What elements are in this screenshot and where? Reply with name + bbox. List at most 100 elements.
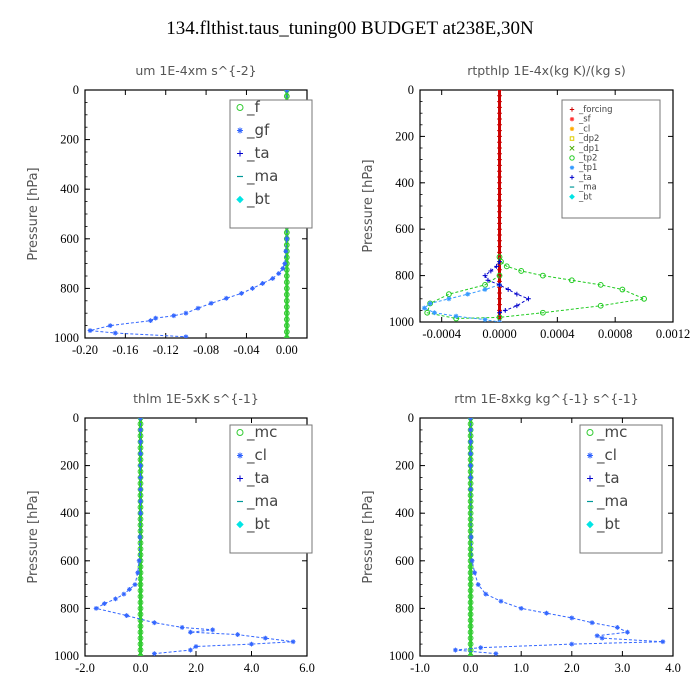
marker-point: [283, 310, 290, 317]
marker-point: [137, 653, 144, 656]
x-tick-label: 2.0: [564, 661, 580, 675]
marker-point: [569, 155, 575, 161]
data-area: [453, 418, 666, 656]
x-tick-label: 4.0: [244, 661, 260, 675]
marker-point: [468, 439, 473, 445]
legend-entry: _ta: [246, 144, 270, 163]
marker-point: [472, 570, 478, 576]
marker-point: [237, 127, 243, 134]
marker-point: [135, 570, 141, 576]
marker-point: [137, 641, 144, 647]
legend: _f _gf _ta _ma _bt: [229, 98, 313, 229]
series-cl: [453, 418, 666, 656]
marker-point: [497, 128, 502, 133]
marker-point: [526, 296, 531, 302]
marker-point: [137, 421, 144, 427]
legend: _mc _cl _ta _ma _bt: [229, 423, 313, 554]
y-tick-label: 200: [395, 459, 414, 473]
marker-point: [137, 593, 144, 600]
marker-point: [497, 319, 502, 322]
marker-point: [138, 463, 143, 468]
marker-point: [467, 647, 474, 653]
y-tick-label: 600: [395, 222, 414, 236]
x-tick-label: -0.0004: [422, 327, 461, 341]
marker-point: [283, 304, 290, 310]
marker-point: [236, 520, 244, 529]
marker-point: [465, 291, 471, 297]
marker-point: [427, 301, 433, 306]
marker-point: [137, 522, 144, 528]
marker-point: [153, 315, 159, 321]
marker-point: [497, 244, 502, 249]
marker-point: [262, 635, 268, 641]
marker-point: [482, 273, 488, 278]
marker-point: [283, 328, 290, 335]
marker-point: [497, 99, 502, 104]
marker-point: [137, 456, 144, 463]
x-tick-label: 2.0: [188, 661, 204, 675]
marker-point: [137, 587, 144, 594]
legend-entry: _bt: [246, 515, 270, 534]
y-tick-label: 600: [395, 554, 414, 568]
marker-point: [482, 317, 488, 322]
marker-point: [284, 236, 290, 242]
marker-point: [283, 273, 290, 279]
y-tick-label: 800: [60, 601, 79, 615]
series-gf: [87, 90, 290, 338]
marker-point: [468, 487, 473, 492]
marker-point: [179, 625, 185, 630]
legend-entry: _mc: [596, 423, 627, 442]
marker-point: [137, 647, 144, 653]
marker-point: [467, 551, 474, 558]
main-title: 134.flthist.taus_tuning00 BUDGET at238E,…: [166, 18, 534, 39]
marker-point: [497, 197, 502, 203]
legend-entry: _ta: [596, 469, 620, 488]
marker-point: [467, 581, 474, 588]
chart-panel-1: um 1E-4xm s^{-2} Pressure [hPa] 0 200 400 600…: [26, 63, 313, 357]
marker-point: [276, 271, 282, 276]
marker-point: [475, 582, 481, 587]
marker-point: [505, 287, 511, 292]
marker-point: [210, 627, 216, 633]
marker-point: [586, 520, 594, 529]
marker-point: [237, 452, 243, 459]
panel-title: rtpthlp 1E-4x(kg K)/(kg s): [467, 63, 626, 78]
marker-point: [138, 475, 143, 480]
marker-point: [87, 328, 93, 333]
marker-point: [594, 633, 600, 639]
marker-point: [137, 605, 144, 612]
marker-point: [497, 226, 502, 232]
marker-point: [468, 534, 474, 540]
marker-point: [518, 268, 525, 274]
legend-box: [229, 99, 313, 229]
marker-point: [497, 186, 502, 191]
marker-point: [497, 110, 502, 116]
y-tick-label: 400: [60, 506, 79, 520]
marker-point: [183, 310, 189, 316]
marker-point: [467, 653, 474, 656]
marker-point: [467, 563, 474, 570]
marker-point: [502, 308, 508, 313]
marker-point: [137, 617, 144, 624]
data-area: [421, 90, 647, 322]
marker-point: [188, 629, 193, 635]
marker-point: [171, 313, 177, 319]
y-axis-label: Pressure [hPa]: [361, 159, 376, 252]
y-tick-label: 200: [60, 133, 79, 147]
marker-point: [641, 295, 647, 302]
y-tick-label: 1000: [389, 649, 414, 663]
legend: _mc _cl _ta _ma _bt: [579, 423, 663, 554]
marker-point: [132, 582, 138, 587]
legend-entry: _tp2: [578, 154, 597, 164]
y-tick-label: 800: [395, 269, 414, 283]
legend-box: [579, 424, 663, 554]
marker-point: [497, 157, 502, 162]
marker-point: [136, 558, 142, 564]
legend-entry: _cl: [246, 446, 267, 465]
marker-point: [107, 323, 113, 328]
marker-point: [283, 297, 290, 304]
marker-point: [283, 248, 289, 254]
marker-point: [497, 105, 502, 110]
legend-entry: _ma: [596, 492, 628, 511]
x-tick-label: 3.0: [615, 661, 631, 675]
